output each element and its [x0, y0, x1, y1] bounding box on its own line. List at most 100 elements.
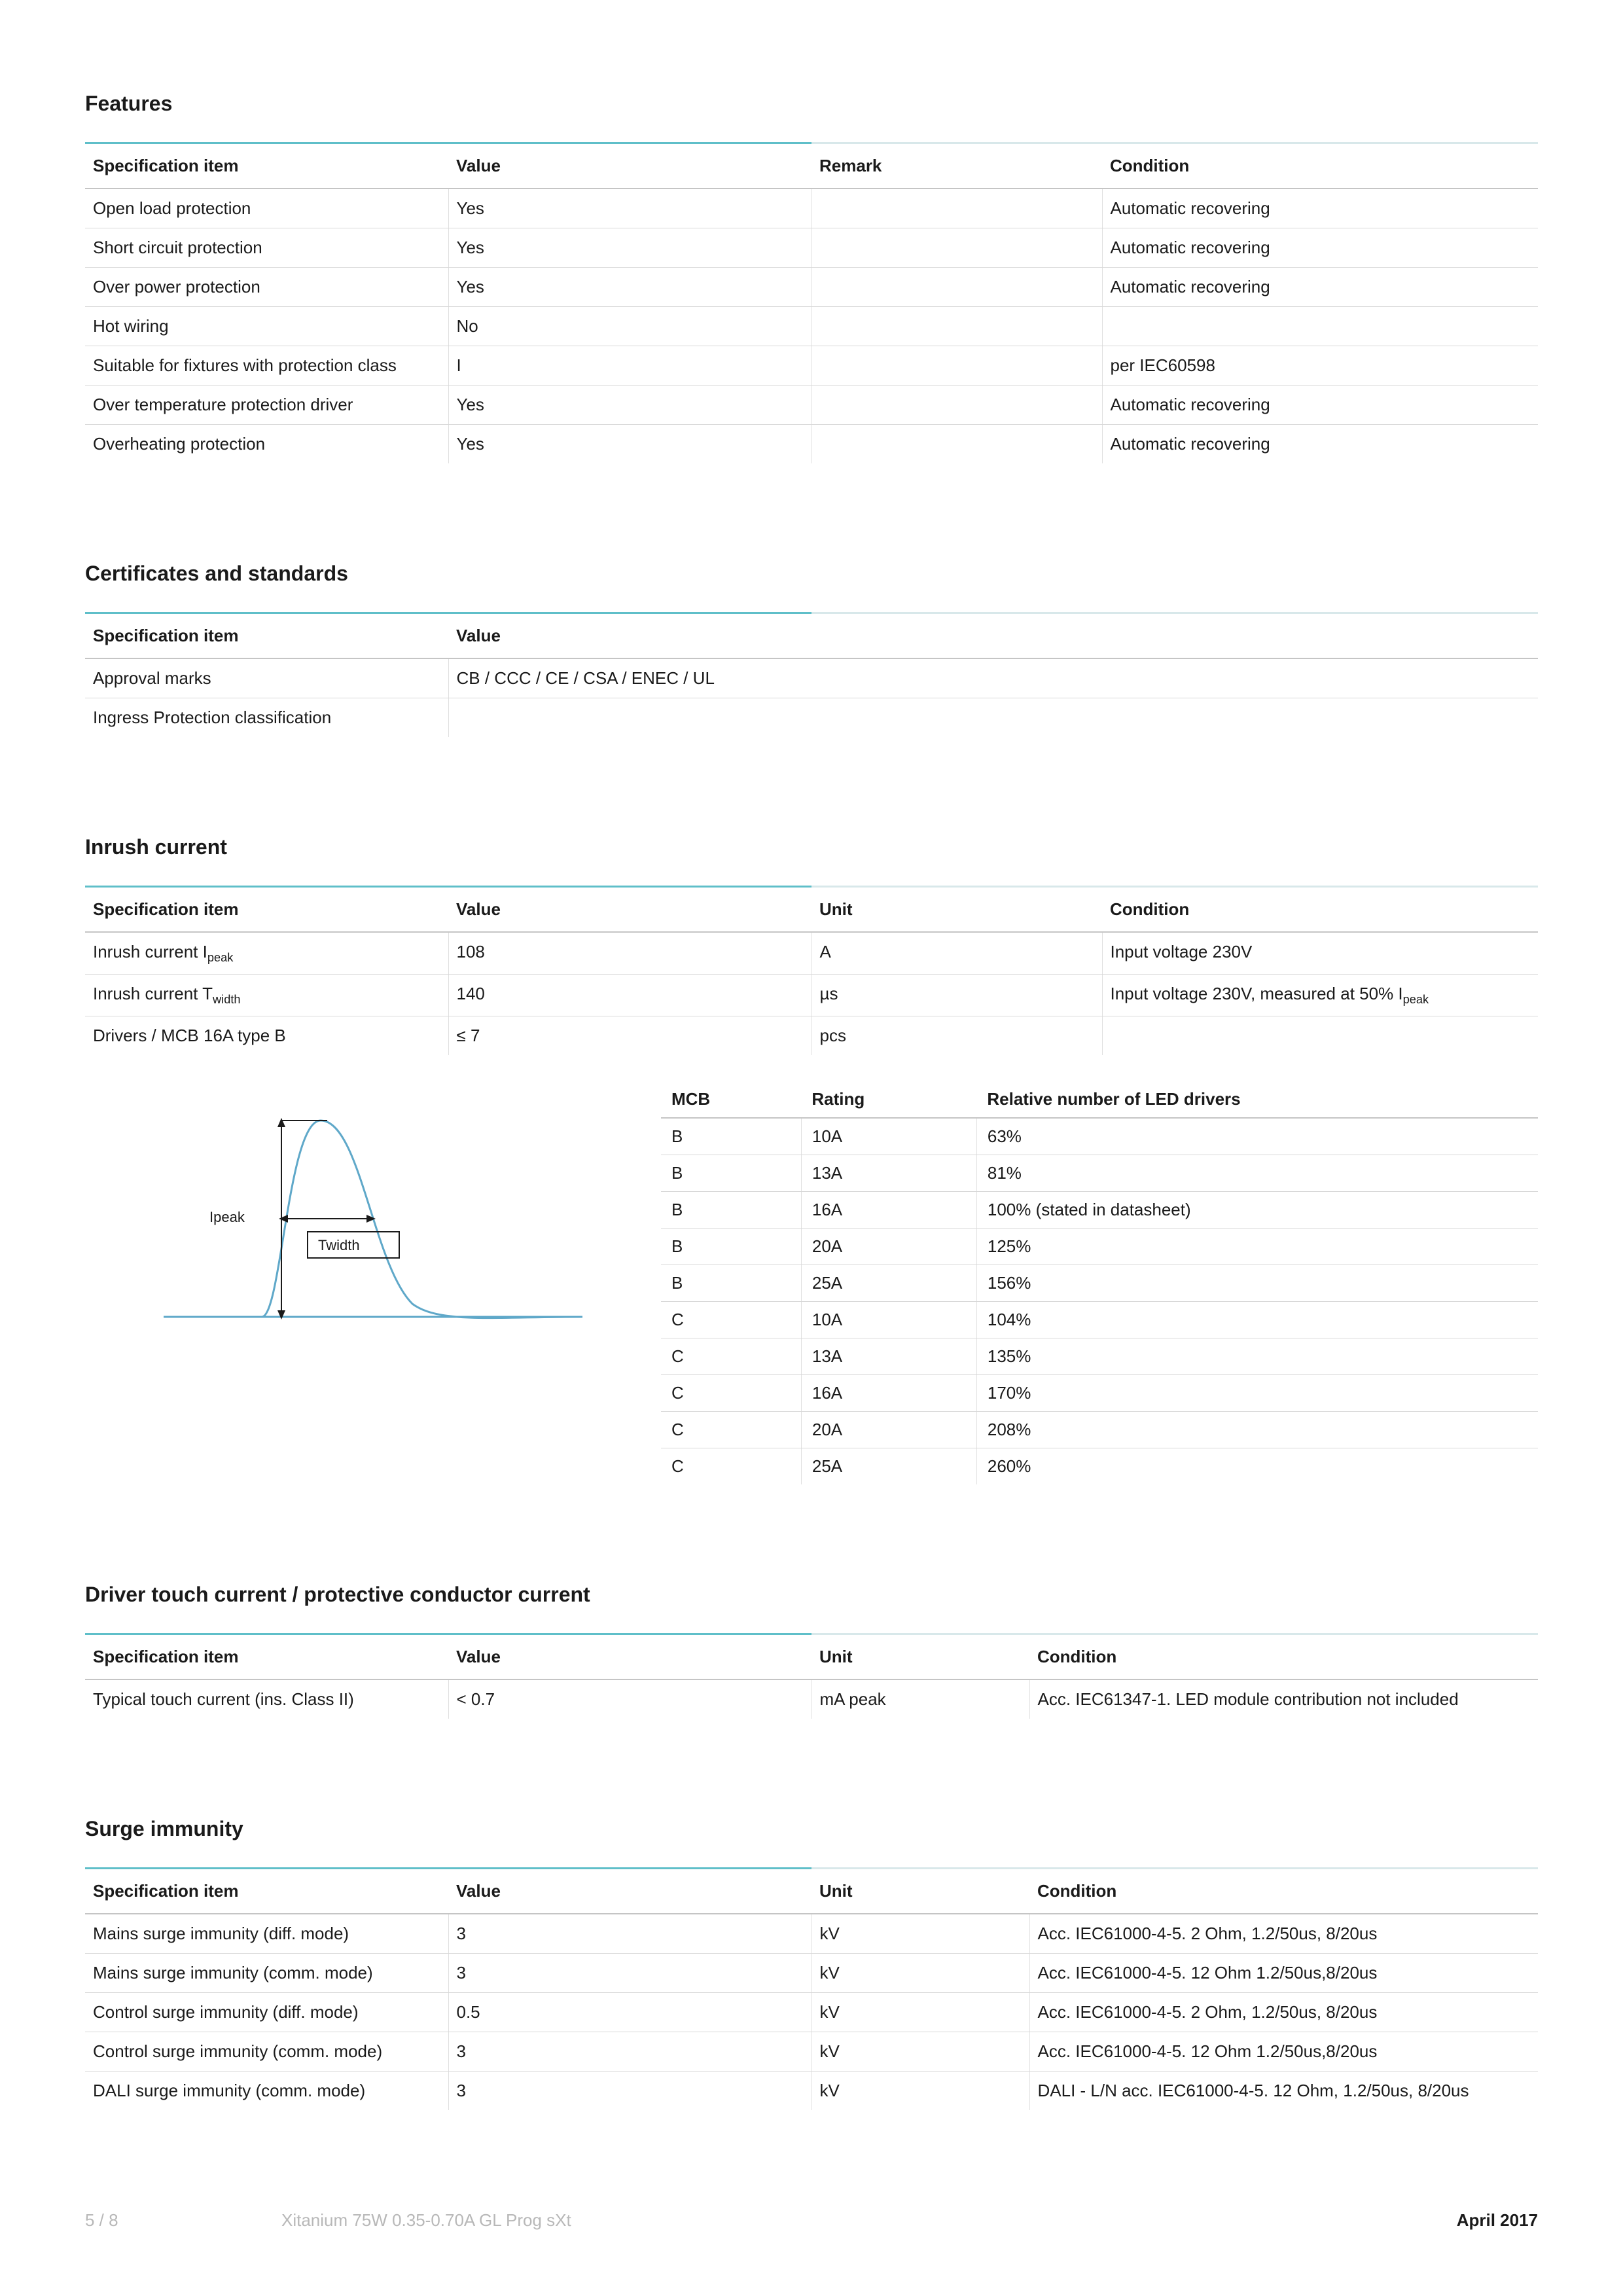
table-cell: Automatic recovering [1102, 386, 1538, 425]
table-cell: 10A [801, 1302, 976, 1338]
table-row: Mains surge immunity (comm. mode)3kVAcc.… [85, 1954, 1538, 1993]
touch-current-section: Driver touch current / protective conduc… [85, 1583, 1538, 1719]
table-cell: Open load protection [85, 188, 448, 228]
table-cell: 170% [976, 1375, 1538, 1412]
table-cell: 63% [976, 1118, 1538, 1155]
column-header: Condition [1102, 144, 1538, 188]
table-row: B10A63% [661, 1118, 1538, 1155]
table-cell: B [661, 1265, 801, 1302]
table-cell: C [661, 1338, 801, 1375]
column-header: Rating [801, 1081, 976, 1118]
column-header: Specification item [85, 144, 448, 188]
table-row: B13A81% [661, 1155, 1538, 1192]
certificates-title: Certificates and standards [85, 562, 1538, 586]
features-title: Features [85, 92, 1538, 116]
table-row: Control surge immunity (comm. mode)3kVAc… [85, 2032, 1538, 2072]
table-cell: 100% (stated in datasheet) [976, 1192, 1538, 1229]
touch-current-title: Driver touch current / protective conduc… [85, 1583, 1538, 1607]
table-row: C13A135% [661, 1338, 1538, 1375]
table-row: Inrush current Ipeak108AInput voltage 23… [85, 932, 1538, 975]
table-cell: C [661, 1375, 801, 1412]
table-row: Over power protectionYesAutomatic recove… [85, 268, 1538, 307]
table-cell [812, 386, 1102, 425]
column-header: Specification item [85, 1869, 448, 1914]
table-cell: Automatic recovering [1102, 425, 1538, 464]
table-cell: 25A [801, 1265, 976, 1302]
table-cell: C [661, 1448, 801, 1485]
table-cell: 81% [976, 1155, 1538, 1192]
table-row: B20A125% [661, 1229, 1538, 1265]
ipeak-arrow-up [277, 1118, 285, 1127]
table-cell: Yes [448, 228, 812, 268]
table-cell: Approval marks [85, 658, 448, 698]
table-cell: 260% [976, 1448, 1538, 1485]
table-cell: C [661, 1412, 801, 1448]
table-cell: kV [812, 1954, 1029, 1993]
table-cell: Hot wiring [85, 307, 448, 346]
column-header: Unit [812, 888, 1102, 932]
table-cell: B [661, 1118, 801, 1155]
table-cell: 3 [448, 1914, 812, 1954]
table-cell: kV [812, 2072, 1029, 2111]
table-cell: Automatic recovering [1102, 228, 1538, 268]
footer-page: 5 / 8 [85, 2210, 118, 2231]
column-header: Value [448, 1869, 812, 1914]
table-cell: Input voltage 230V [1102, 932, 1538, 975]
table-cell: Acc. IEC61000-4-5. 2 Ohm, 1.2/50us, 8/20… [1029, 1914, 1538, 1954]
table-cell: I [448, 346, 812, 386]
column-header: Condition [1029, 1635, 1538, 1679]
table-row: Inrush current Twidth140µsInput voltage … [85, 975, 1538, 1016]
table-cell: 16A [801, 1192, 976, 1229]
table-cell [812, 268, 1102, 307]
table-cell: Mains surge immunity (comm. mode) [85, 1954, 448, 1993]
table-cell: Over temperature protection driver [85, 386, 448, 425]
table-row: C10A104% [661, 1302, 1538, 1338]
column-header: Specification item [85, 888, 448, 932]
table-cell: 3 [448, 1954, 812, 1993]
table-cell: ≤ 7 [448, 1016, 812, 1056]
table-cell: 125% [976, 1229, 1538, 1265]
table-cell: 3 [448, 2072, 812, 2111]
table-row: Drivers / MCB 16A type B≤ 7pcs [85, 1016, 1538, 1056]
table-row: Control surge immunity (diff. mode)0.5kV… [85, 1993, 1538, 2032]
inrush-table: Specification itemValueUnitConditionInru… [85, 888, 1538, 1055]
table-cell [812, 188, 1102, 228]
column-header: Condition [1029, 1869, 1538, 1914]
table-cell: µs [812, 975, 1102, 1016]
table-cell: Suitable for fixtures with protection cl… [85, 346, 448, 386]
table-cell: 135% [976, 1338, 1538, 1375]
surge-title: Surge immunity [85, 1817, 1538, 1841]
table-row: Hot wiringNo [85, 307, 1538, 346]
table-cell: 104% [976, 1302, 1538, 1338]
table-cell: per IEC60598 [1102, 346, 1538, 386]
table-cell: DALI surge immunity (comm. mode) [85, 2072, 448, 2111]
table-row: Over temperature protection driverYes Aut… [85, 386, 1538, 425]
table-cell: 108 [448, 932, 812, 975]
table-row: C16A170% [661, 1375, 1538, 1412]
table-cell: Yes [448, 386, 812, 425]
ipeak-arrow-down [277, 1310, 285, 1319]
table-cell: 10A [801, 1118, 976, 1155]
table-row: Overheating protectionYesAutomatic recov… [85, 425, 1538, 464]
features-section: Features Specification itemValueRemarkCo… [85, 92, 1538, 463]
table-row: Open load protectionYesAutomatic recover… [85, 188, 1538, 228]
table-cell: 208% [976, 1412, 1538, 1448]
table-row: DALI surge immunity (comm. mode)3kVDALI … [85, 2072, 1538, 2111]
table-cell: B [661, 1192, 801, 1229]
footer-date: April 2017 [1457, 2210, 1538, 2231]
touch-current-table: Specification itemValueUnitConditionTypi… [85, 1635, 1538, 1719]
table-row: Ingress Protection classification [85, 698, 1538, 738]
column-header: Value [448, 614, 1538, 658]
column-header: Specification item [85, 614, 448, 658]
table-cell: < 0.7 [448, 1679, 812, 1719]
table-cell: B [661, 1155, 801, 1192]
table-cell [812, 425, 1102, 464]
table-cell: 0.5 [448, 1993, 812, 2032]
table-cell: 156% [976, 1265, 1538, 1302]
table-cell: CB / CCC / CE / CSA / ENEC / UL [448, 658, 1538, 698]
table-cell [812, 346, 1102, 386]
table-cell: Acc. IEC61347-1. LED module contribution… [1029, 1679, 1538, 1719]
table-row: C20A208% [661, 1412, 1538, 1448]
table-cell: A [812, 932, 1102, 975]
table-cell: Automatic recovering [1102, 268, 1538, 307]
